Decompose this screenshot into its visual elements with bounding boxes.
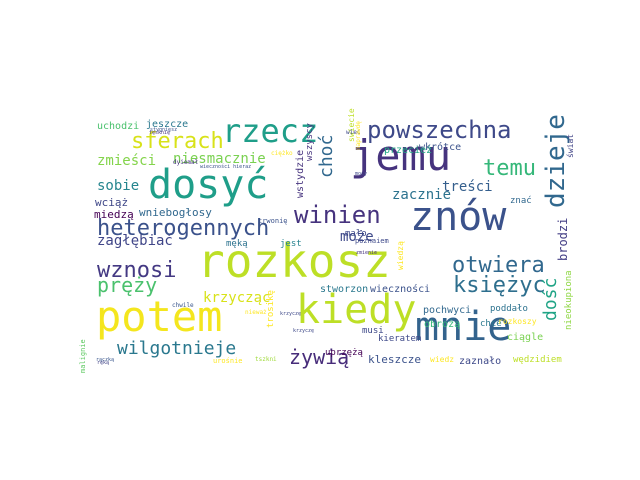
word: wznosi	[97, 258, 177, 283]
word: mocy	[355, 171, 368, 177]
word: męką	[226, 239, 248, 249]
word: zmieści	[97, 153, 157, 169]
word: jemu	[350, 131, 452, 180]
word: winien	[294, 201, 381, 229]
word: znać	[510, 196, 532, 206]
word: wszyscy	[305, 123, 315, 161]
word: wniebogłosy	[139, 206, 212, 219]
word: ciężko	[271, 150, 293, 157]
word: dyiemał	[173, 159, 199, 166]
word: wciąż	[95, 196, 129, 209]
word: naprawdę	[355, 121, 362, 150]
word: powszechna	[367, 116, 512, 144]
word: potem	[96, 292, 223, 341]
word: kiedy	[296, 287, 417, 333]
word: wiedzą	[396, 241, 405, 270]
word: wieczności	[370, 284, 431, 295]
word: nieokupiona	[564, 270, 574, 330]
word: rozkoszy	[498, 317, 537, 326]
word: heterogennych	[97, 216, 270, 241]
word: dosyć	[148, 162, 269, 208]
word: wilgotnieje	[117, 338, 237, 359]
word: stygnięsz	[150, 127, 178, 133]
word: jeszcze	[146, 119, 189, 130]
word: pochwyci	[423, 305, 472, 316]
word: wieczności hieraz	[200, 164, 252, 170]
word: uprzężą	[325, 348, 363, 358]
word: jest	[280, 239, 302, 249]
word: zmienie	[356, 250, 378, 256]
word: znów	[410, 194, 507, 240]
word: temu	[483, 156, 536, 181]
word: krzycząc	[203, 290, 271, 306]
word: sobie	[97, 178, 140, 194]
word: może	[340, 229, 374, 245]
word: zagłębiać	[97, 233, 173, 249]
word: tszkni	[255, 356, 277, 363]
word: zacznie	[392, 187, 452, 203]
word: poddało	[490, 304, 528, 314]
word: rozkosz	[197, 234, 391, 288]
word: otwiera	[452, 253, 545, 278]
word: niesmacznie	[173, 151, 266, 167]
word: wędzidiem	[513, 355, 562, 365]
word: ciągle	[507, 332, 544, 343]
word: wiedz	[430, 355, 455, 364]
word: brodzi	[556, 217, 570, 261]
word: księżyc	[453, 273, 546, 298]
word: uchodzi	[97, 121, 140, 132]
word: przecież	[384, 145, 433, 156]
word: stworzon	[320, 284, 369, 295]
word: ręką	[97, 360, 110, 366]
word: chce	[480, 319, 502, 329]
word: miedzą	[94, 208, 134, 221]
word: sferach	[131, 129, 224, 154]
word: urośnie	[213, 357, 243, 365]
word: tęsknię	[149, 130, 171, 136]
word: dość	[540, 277, 561, 321]
word: treści	[442, 179, 493, 195]
word: krzyczę	[280, 311, 302, 317]
word: chwile	[172, 302, 194, 309]
word: kieratem	[378, 334, 422, 344]
word: wkrótce	[419, 142, 462, 153]
word: rączką	[96, 357, 115, 363]
word: pręży	[97, 273, 158, 297]
word: poznaiem	[355, 237, 389, 245]
word: trwonię	[258, 217, 288, 225]
word: mnie	[415, 304, 512, 350]
word: rzecz	[222, 112, 319, 150]
word: świat	[566, 133, 575, 158]
word: kleszcze	[368, 353, 421, 366]
word: krzyczę	[293, 328, 315, 334]
word: choć	[316, 134, 337, 178]
word: dzieje	[541, 114, 571, 208]
word: mało	[345, 229, 367, 239]
word: nieważ	[245, 309, 267, 316]
word: żywią	[289, 345, 350, 369]
word: zaznało	[459, 356, 502, 367]
word: musi	[362, 326, 384, 336]
word: trosikę	[266, 290, 276, 328]
word: wiec	[346, 129, 361, 136]
word: obrożą	[424, 319, 461, 330]
word: wstydzie	[295, 149, 306, 198]
word: malignie	[79, 339, 87, 373]
